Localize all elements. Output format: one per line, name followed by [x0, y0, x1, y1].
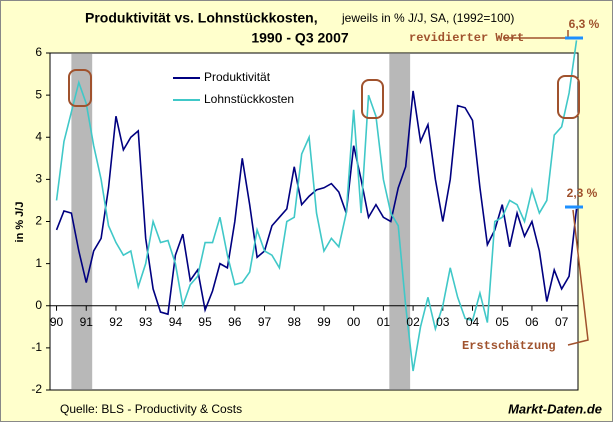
x-tick-label: 99	[317, 315, 331, 329]
brand: Markt-Daten.de	[508, 401, 602, 416]
y-tick-label: 1	[35, 256, 42, 270]
annotation: Erstschätzung	[462, 339, 556, 353]
y-tick-label: 6	[35, 45, 42, 59]
y-tick-label: -1	[31, 340, 42, 354]
y-axis-label: in % J/J	[14, 202, 26, 243]
x-tick-label: 97	[258, 315, 272, 329]
annotation: 2,3 %	[567, 186, 598, 200]
legend-label: Lohnstückkosten	[204, 92, 294, 106]
x-tick-label: 00	[347, 315, 361, 329]
y-tick-label: 5	[35, 87, 42, 101]
y-tick-label: 4	[35, 129, 42, 143]
source: Quelle: BLS - Productivity & Costs	[60, 402, 242, 416]
y-tick-label: 0	[35, 298, 42, 312]
x-tick-label: 95	[198, 315, 212, 329]
plot-area	[49, 52, 579, 391]
x-tick-label: 93	[139, 315, 153, 329]
x-tick-label: 96	[228, 315, 242, 329]
annotation: revidierter Wert	[409, 31, 524, 45]
plot	[50, 40, 578, 389]
x-tick-label: 02	[406, 315, 420, 329]
x-tick-label: 90	[50, 315, 64, 329]
x-tick-label: 03	[436, 315, 450, 329]
series-line	[55, 40, 578, 372]
chart-title: Produktivität vs. Lohnstückkosten,	[85, 10, 318, 26]
y-tick-label: 3	[35, 172, 42, 186]
highlight-boxes	[68, 69, 580, 119]
chart-subtitle: 1990 - Q3 2007	[251, 30, 349, 46]
recession-band	[389, 54, 411, 389]
x-tick-label: 07	[555, 315, 569, 329]
annotation: 6,3 %	[569, 17, 600, 31]
series-line	[55, 90, 578, 316]
x-tick-label: 06	[525, 315, 539, 329]
x-tick-label: 94	[169, 315, 183, 329]
x-tick-label: 92	[109, 315, 123, 329]
x-tick-label: 98	[288, 315, 302, 329]
title-note: jeweils in % J/J, SA, (1992=100)	[341, 11, 514, 25]
x-tick-label: 01	[377, 315, 391, 329]
legend-label: Produktivität	[204, 70, 271, 84]
value-markers	[565, 36, 583, 209]
x-tick-label: 04	[466, 315, 480, 329]
y-tick-label: 2	[35, 214, 42, 228]
y-tick-label: -2	[31, 382, 42, 396]
x-tick-label: 05	[496, 315, 510, 329]
x-tick-label: 91	[80, 315, 94, 329]
